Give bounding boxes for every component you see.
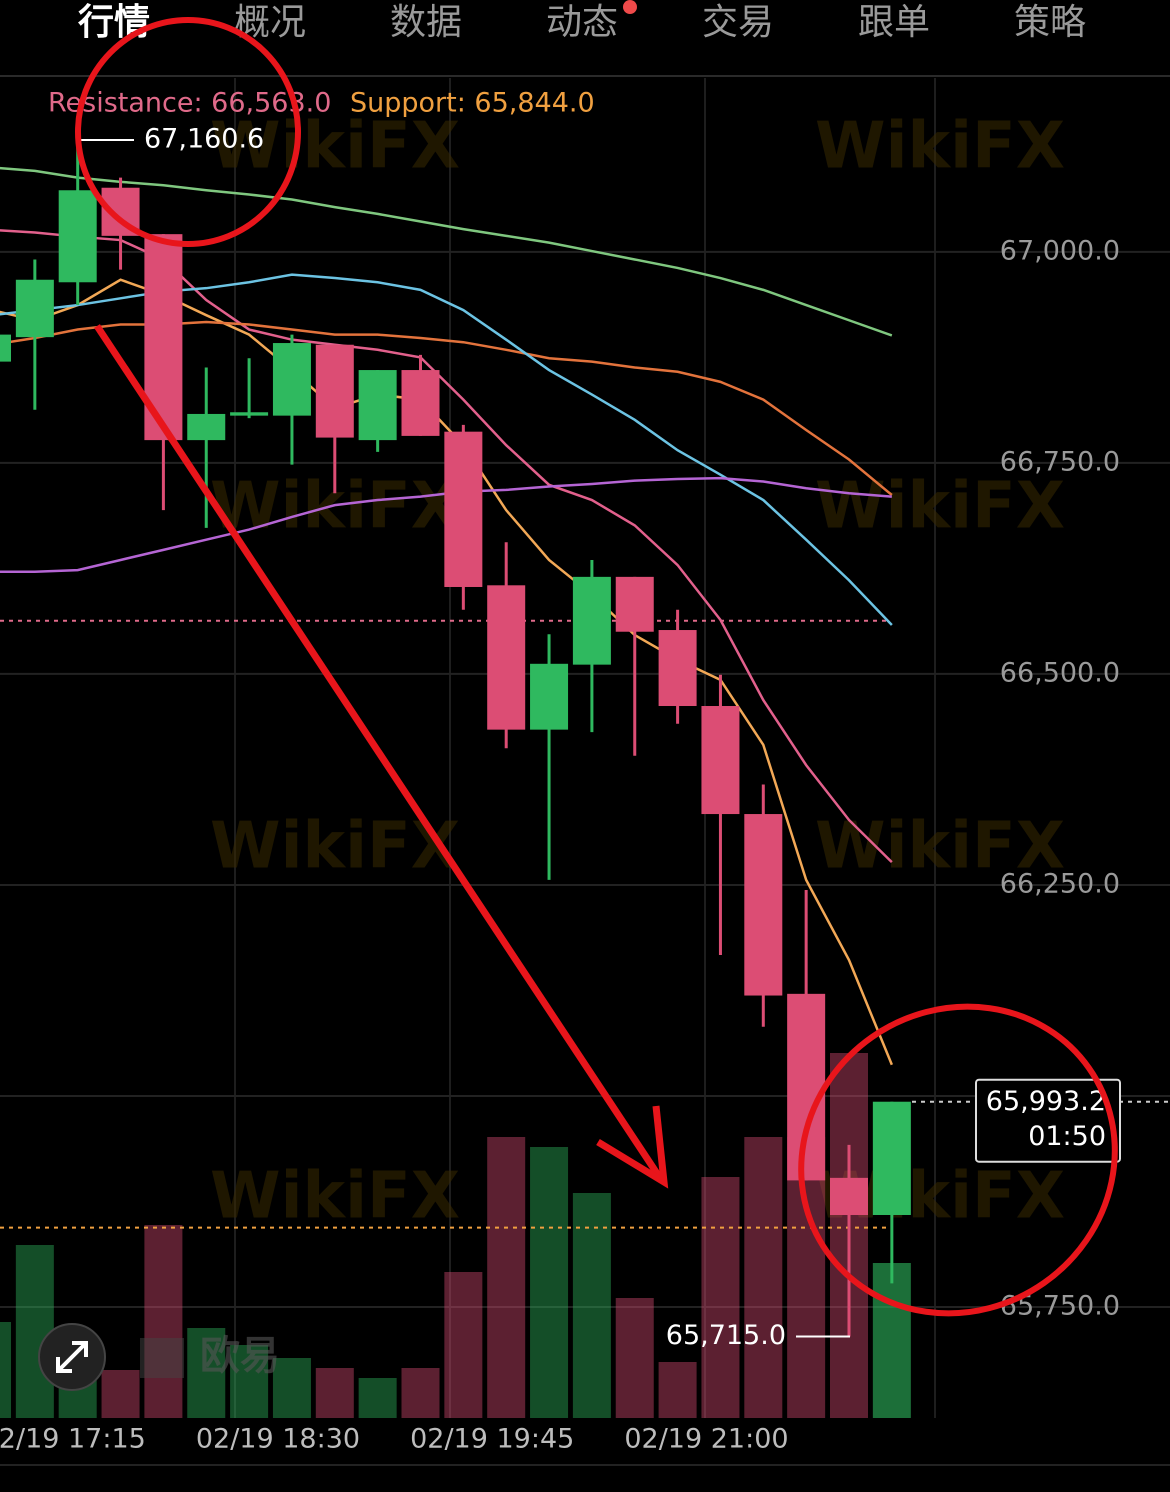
volume-bar	[401, 1368, 440, 1418]
annotation-arrow	[94, 324, 663, 1180]
candle-body	[701, 706, 740, 815]
tab[interactable]: 行情	[78, 2, 150, 43]
volume-bar	[530, 1147, 569, 1418]
y-tick-label: 66,750.0	[1000, 446, 1120, 477]
candle-body	[744, 814, 783, 996]
tab[interactable]: 策略	[1014, 2, 1086, 43]
y-tick-label: 66,500.0	[1000, 657, 1120, 688]
x-tick-label: 02/19 21:00	[624, 1424, 788, 1455]
watermark: WikiFX	[210, 110, 460, 184]
tab[interactable]: 数据	[390, 2, 462, 43]
volume-bar	[230, 1345, 269, 1418]
notification-dot	[623, 0, 637, 14]
watermark: WikiFX	[815, 470, 1065, 544]
annotation-arrowhead	[596, 1105, 669, 1189]
support-label: Support: 65,844.0	[350, 88, 595, 119]
volume-bar	[15, 1245, 54, 1418]
watermark: WikiFX	[815, 810, 1065, 884]
volume-bar	[658, 1362, 697, 1418]
candle-body	[487, 585, 526, 730]
y-tick-label: 66,250.0	[1000, 868, 1120, 899]
price-tag-countdown: 01:50	[1028, 1121, 1106, 1152]
tab[interactable]: 跟单	[858, 2, 930, 43]
watermark: WikiFX	[210, 1160, 460, 1234]
tab[interactable]: 交易	[702, 2, 774, 43]
candle-body	[615, 576, 654, 632]
candle-body	[658, 630, 697, 707]
candle-body	[230, 412, 269, 416]
candle-body	[0, 334, 11, 362]
watermark: WikiFX	[815, 110, 1065, 184]
candle-body	[15, 279, 54, 338]
candle-body	[315, 344, 354, 438]
annotation-circle	[75, 17, 301, 247]
volume-bar	[272, 1358, 311, 1418]
watermark: WikiFX	[210, 810, 460, 884]
volume-bar	[744, 1137, 783, 1418]
volume-bar	[0, 1322, 11, 1418]
candle-body	[872, 1101, 911, 1215]
volume-bar	[315, 1368, 354, 1418]
tab[interactable]: 动态	[546, 2, 618, 43]
x-tick-label: 02/19 17:15	[0, 1424, 146, 1455]
volume-bar	[572, 1193, 611, 1418]
annotation-circle	[798, 1003, 1118, 1317]
volume-bar	[615, 1298, 654, 1418]
volume-bar	[358, 1378, 397, 1418]
y-tick-label: 67,000.0	[1000, 235, 1120, 266]
moving-average	[0, 476, 892, 574]
moving-average	[0, 320, 893, 496]
overlay: 欧易	[38, 17, 1118, 1391]
expand-icon	[56, 1341, 88, 1373]
price-tag	[975, 1078, 1121, 1163]
moving-average	[0, 166, 893, 337]
candle-body	[572, 576, 611, 665]
price-tag-value: 65,993.2	[986, 1086, 1106, 1117]
moving-average	[0, 229, 893, 864]
volume-bar	[187, 1328, 226, 1418]
low-marker-label: 65,715.0	[666, 1320, 786, 1351]
resistance-label: Resistance: 66,563.0	[48, 88, 331, 119]
volume-bar	[444, 1272, 483, 1418]
volume-bar	[872, 1263, 911, 1418]
candle-body	[358, 370, 397, 441]
volume-bar	[144, 1225, 183, 1418]
brand-watermark: 欧易	[200, 1333, 280, 1379]
vertical-grid	[234, 78, 936, 1418]
x-tick-label: 02/19 18:30	[196, 1424, 360, 1455]
candle-body	[272, 343, 311, 416]
candle-body	[830, 1177, 868, 1215]
x-tick-label: 02/19 19:45	[410, 1424, 574, 1455]
candle-body	[444, 431, 483, 587]
moving-average	[0, 273, 893, 626]
candle-body	[401, 370, 440, 436]
volume-bar	[701, 1177, 740, 1418]
high-marker-label: 67,160.6	[144, 124, 264, 155]
candle-body	[58, 190, 97, 283]
volume-bar	[101, 1370, 140, 1418]
candle-body	[530, 663, 569, 730]
candle-body	[187, 413, 226, 441]
brand-logo	[140, 1338, 184, 1378]
moving-average	[0, 278, 894, 1066]
volume-bar	[787, 1137, 826, 1418]
candle-body	[787, 993, 826, 1181]
plot: 67,000.066,750.066,500.066,250.066,000.0…	[0, 88, 1170, 1466]
volume-bar	[487, 1137, 526, 1418]
tab-bar: 行情 概况 数据 动态 交易 跟单 策略	[0, 0, 1170, 77]
